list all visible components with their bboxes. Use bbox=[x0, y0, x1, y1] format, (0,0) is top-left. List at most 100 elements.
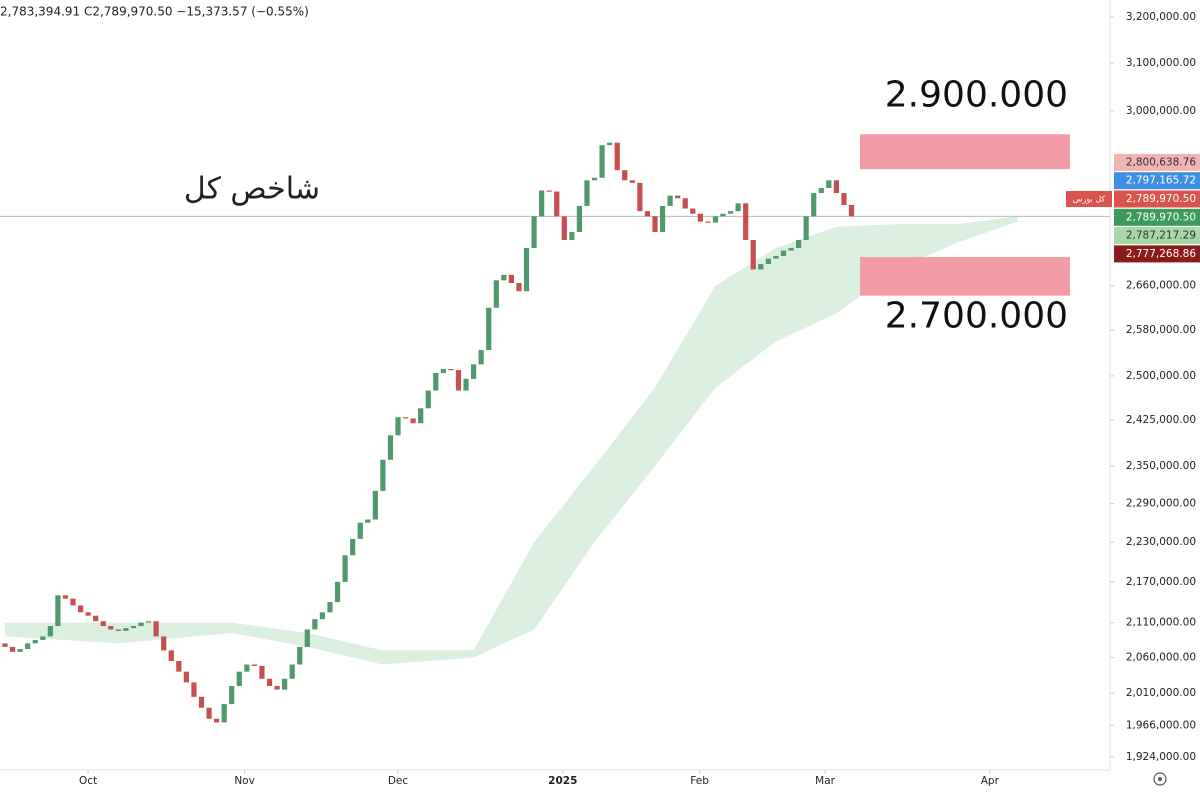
candle bbox=[811, 193, 817, 217]
candle bbox=[508, 274, 514, 283]
candle bbox=[365, 519, 371, 523]
candle bbox=[554, 191, 560, 217]
candle bbox=[637, 182, 643, 212]
candle bbox=[727, 211, 734, 214]
candle bbox=[644, 211, 651, 217]
ichimoku-cloud bbox=[4, 216, 1018, 665]
price-label-box bbox=[1114, 208, 1200, 226]
candle bbox=[667, 195, 673, 206]
price-label: 2,787,217.29 bbox=[1126, 230, 1196, 242]
candle bbox=[652, 216, 658, 233]
candle bbox=[350, 538, 356, 556]
y-tick-label: 3,100,000.00 bbox=[1126, 57, 1196, 69]
candle bbox=[773, 255, 779, 259]
candle bbox=[145, 621, 152, 623]
candle bbox=[327, 602, 333, 613]
y-tick-label: 3,000,000.00 bbox=[1126, 105, 1196, 117]
candle bbox=[259, 665, 265, 679]
candle bbox=[108, 626, 114, 630]
candle bbox=[697, 213, 703, 222]
candle bbox=[546, 190, 552, 192]
candle bbox=[682, 198, 688, 209]
candle bbox=[523, 247, 530, 292]
zone-label: 2.700.000 bbox=[885, 296, 1068, 337]
candle bbox=[425, 390, 431, 409]
price-label: 2,777,268.86 bbox=[1126, 248, 1196, 260]
candle bbox=[266, 678, 273, 686]
zone bbox=[860, 134, 1070, 170]
candle bbox=[32, 639, 38, 644]
candle bbox=[486, 307, 492, 350]
x-tick-label: Oct bbox=[79, 775, 97, 787]
candle bbox=[735, 203, 741, 212]
candle bbox=[334, 581, 341, 603]
candle bbox=[833, 180, 839, 194]
candle bbox=[607, 142, 613, 146]
price-label: 2,797,165.72 bbox=[1126, 175, 1196, 187]
candle bbox=[448, 368, 454, 371]
candle bbox=[62, 595, 69, 599]
candle bbox=[463, 378, 469, 391]
y-tick-label: 2,010,000.00 bbox=[1126, 687, 1196, 699]
x-tick-label: Mar bbox=[815, 775, 835, 787]
y-tick-label: 2,060,000.00 bbox=[1126, 651, 1196, 663]
candle bbox=[478, 349, 484, 365]
x-tick-label: Nov bbox=[234, 775, 255, 787]
candle bbox=[743, 203, 749, 240]
candle bbox=[395, 417, 401, 436]
candle bbox=[55, 595, 61, 627]
x-tick-label: Apr bbox=[981, 775, 1000, 787]
candle bbox=[591, 177, 598, 181]
price-tag: کل بورس bbox=[1073, 194, 1106, 203]
candle bbox=[2, 643, 8, 647]
candle bbox=[206, 707, 212, 719]
y-tick-label: 2,230,000.00 bbox=[1126, 536, 1196, 548]
zone bbox=[860, 257, 1070, 296]
candle bbox=[493, 280, 499, 308]
settings-icon-dot bbox=[1158, 777, 1162, 781]
candle bbox=[765, 258, 771, 265]
plot-area bbox=[0, 134, 1110, 723]
candle bbox=[659, 205, 666, 233]
y-tick-label: 2,660,000.00 bbox=[1126, 280, 1196, 292]
candle bbox=[675, 195, 681, 199]
settings-icon[interactable] bbox=[1153, 772, 1167, 786]
candle bbox=[402, 417, 409, 419]
candle bbox=[183, 671, 189, 683]
candle bbox=[100, 621, 106, 627]
candle bbox=[191, 682, 197, 697]
price-label-box bbox=[1114, 153, 1200, 171]
candle bbox=[168, 650, 174, 661]
candle bbox=[455, 370, 462, 391]
candle bbox=[440, 368, 446, 374]
candle bbox=[561, 216, 567, 240]
candle bbox=[418, 408, 424, 424]
candle bbox=[705, 221, 711, 223]
y-tick-label: 1,966,000.00 bbox=[1126, 719, 1196, 731]
annotation: شاخص کل bbox=[184, 172, 320, 207]
candle bbox=[826, 180, 832, 188]
candle bbox=[380, 459, 386, 491]
candle bbox=[47, 626, 53, 637]
candle bbox=[115, 629, 121, 631]
candle bbox=[130, 626, 137, 629]
candle bbox=[312, 619, 318, 630]
candle bbox=[274, 685, 280, 690]
y-tick-label: 2,580,000.00 bbox=[1126, 324, 1196, 336]
x-tick-label: Dec bbox=[388, 775, 409, 787]
price-label-box bbox=[1114, 172, 1200, 190]
candle bbox=[780, 250, 787, 256]
candle bbox=[9, 646, 16, 652]
y-tick-label: 2,170,000.00 bbox=[1126, 576, 1196, 588]
candle bbox=[93, 615, 99, 622]
candle bbox=[85, 612, 91, 616]
candle bbox=[282, 678, 288, 690]
y-tick-label: 2,110,000.00 bbox=[1126, 617, 1196, 629]
candle bbox=[501, 274, 507, 281]
candle bbox=[818, 187, 824, 194]
header-values: 2,783,394.91 C2,789,970.50 −15,373.57 (−… bbox=[0, 5, 309, 19]
candle bbox=[712, 216, 719, 223]
